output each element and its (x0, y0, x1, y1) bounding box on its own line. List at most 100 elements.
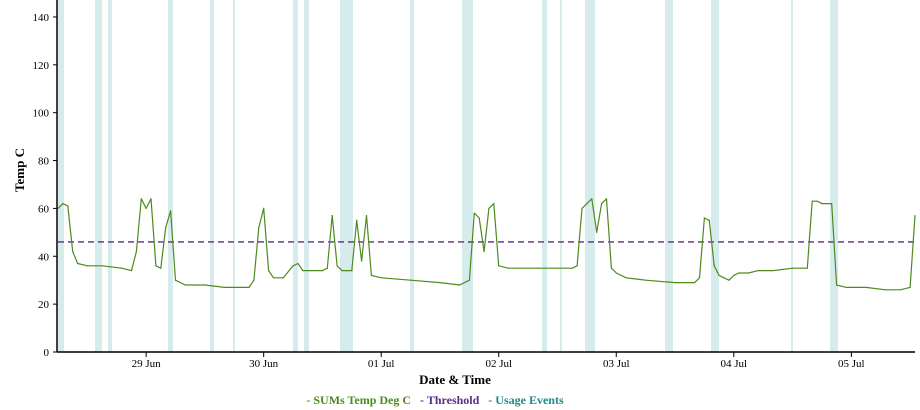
temp-point (899, 289, 901, 291)
temp-point (165, 227, 167, 229)
usage-event-band (95, 0, 102, 352)
temp-point (72, 250, 74, 253)
temp-point (708, 219, 710, 221)
temp-point (204, 284, 206, 286)
temp-point (145, 207, 147, 209)
x-tick-label: 01 Jul (368, 358, 395, 370)
temp-point (130, 270, 133, 272)
temp-series-line (57, 198, 916, 291)
temp-point (581, 207, 583, 209)
temp-point (605, 198, 608, 200)
temp-point (170, 210, 172, 212)
usage-event-band (410, 0, 414, 352)
temp-point (914, 215, 916, 217)
y-tick-label: 60 (38, 203, 50, 215)
temp-point (576, 265, 578, 267)
temp-point (321, 270, 323, 272)
temp-point (733, 274, 735, 276)
temp-point (468, 279, 470, 281)
y-tick-label: 80 (38, 156, 50, 168)
temp-point (507, 267, 510, 269)
legend-temp: - SUMs Temp Deg C (306, 393, 412, 407)
temp-point (757, 270, 759, 272)
temp-point (263, 207, 265, 209)
x-tick-label: 29 Jun (132, 358, 162, 370)
temp-point (326, 267, 328, 269)
temp-point (483, 250, 485, 253)
temp-point (738, 272, 740, 274)
temp-point (67, 205, 69, 207)
usage-event-band (711, 0, 719, 352)
temp-point (845, 286, 848, 288)
temp-point (101, 265, 103, 267)
temp-point (410, 279, 412, 281)
y-tick-label: 120 (33, 60, 50, 72)
temp-point (380, 277, 382, 279)
temp-point (331, 215, 333, 217)
temp-point (155, 265, 157, 267)
temp-point (361, 260, 363, 262)
temp-point (806, 267, 808, 269)
usage-event-band (462, 0, 473, 352)
usage-event-band (293, 0, 298, 352)
temp-point (865, 286, 867, 288)
temp-point (909, 286, 911, 288)
usage-event-band (340, 0, 353, 352)
y-tick-label: 20 (38, 299, 50, 311)
temp-point (297, 262, 299, 265)
usage-event-band (210, 0, 214, 352)
temp-point (135, 250, 137, 253)
temp-point (694, 282, 696, 284)
temp-point (150, 198, 152, 200)
y-tick-label: 140 (33, 12, 50, 24)
temp-point (341, 270, 343, 272)
temp-point (86, 265, 88, 267)
temp-point (836, 284, 838, 286)
temp-point (826, 203, 828, 205)
y-tick-label: 0 (44, 347, 50, 359)
temp-point (272, 277, 275, 279)
temp-point (439, 282, 441, 284)
temp-point (645, 279, 647, 281)
temp-series-layer (57, 198, 916, 291)
temp-point (792, 267, 794, 269)
temp-point (718, 274, 720, 276)
usage-event-band (542, 0, 547, 352)
temp-point (62, 203, 64, 205)
temp-point (121, 267, 123, 269)
temp-point (772, 270, 774, 272)
temp-point (610, 267, 613, 269)
temp-point (370, 274, 372, 276)
temp-point (57, 207, 59, 209)
temp-point (831, 203, 833, 205)
y-axis-title: Temp C (12, 148, 27, 192)
tick-labels-layer: 0 20 40 60 80 100 120 140 29 Jun 30 Jun 01 Jul 02 J… (33, 12, 865, 370)
temp-point (493, 203, 495, 205)
temp-point (591, 198, 593, 200)
usage-event-band (791, 0, 793, 352)
usage-events-layer (58, 0, 838, 352)
x-tick-label: 05 Jul (838, 358, 865, 370)
axes-layer (53, 0, 915, 357)
y-tick-label: 40 (38, 251, 50, 263)
temp-point (223, 286, 226, 288)
temp-point (174, 279, 177, 281)
temp-point (268, 270, 270, 272)
temp-point (302, 270, 304, 272)
usage-event-band (304, 0, 309, 352)
temp-point (713, 265, 715, 267)
usage-event-band (665, 0, 673, 352)
temp-point (336, 265, 338, 267)
temp-point (601, 203, 603, 205)
legend-threshold: - Threshold (420, 393, 480, 407)
temp-point (473, 212, 475, 214)
temp-point (258, 227, 260, 229)
temp-point (816, 200, 818, 202)
temp-point (282, 277, 284, 279)
legend-usage-events: - Usage Events (488, 393, 564, 407)
temp-point (498, 265, 500, 267)
temp-point (571, 267, 573, 269)
temp-point (365, 215, 368, 217)
usage-event-band (108, 0, 112, 352)
